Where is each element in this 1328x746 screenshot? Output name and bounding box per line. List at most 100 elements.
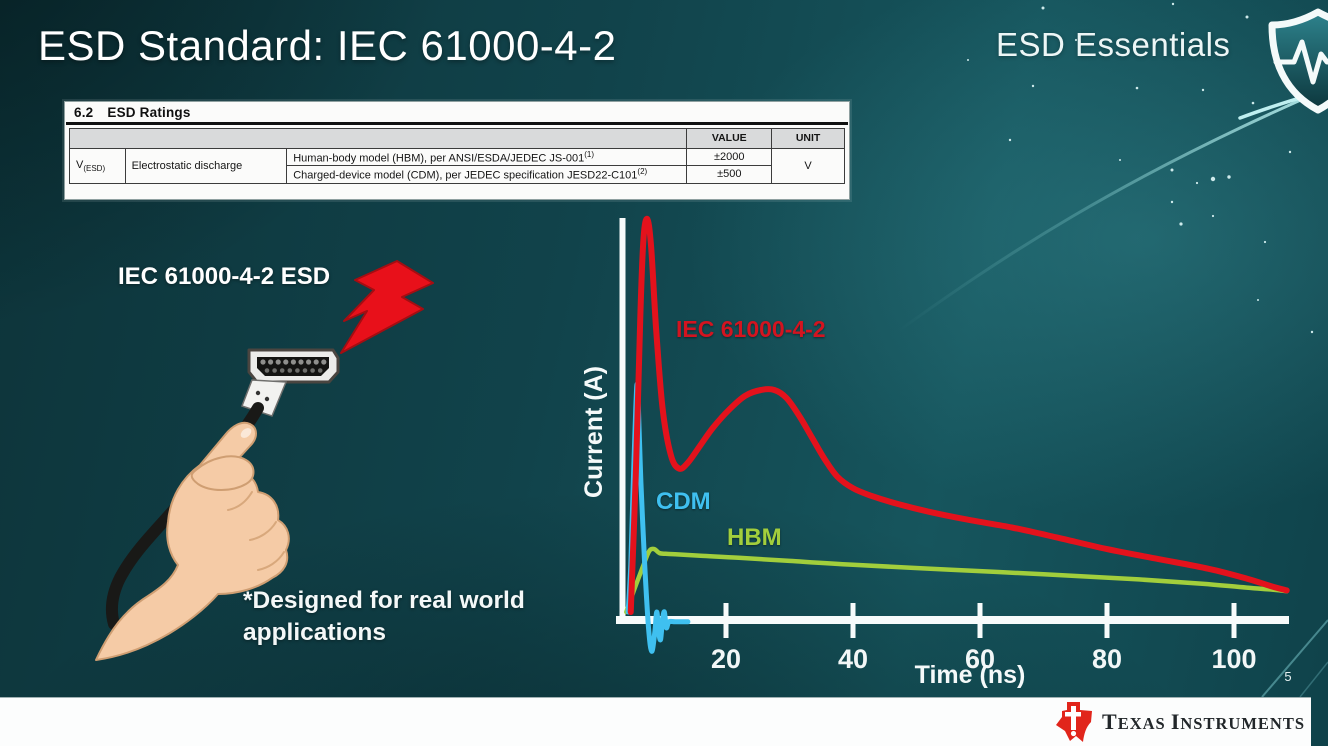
header-blank-cell: [68, 127, 688, 149]
star-dot: [1171, 2, 1175, 6]
pin: [287, 368, 293, 373]
x-tick: [1231, 603, 1237, 638]
pin: [279, 368, 285, 373]
x-tick-label: 40: [838, 644, 868, 674]
note-line-2: applications: [243, 618, 386, 646]
heading-rule: [66, 122, 848, 125]
footer-logo-wordmark: TEXAS INSTRUMENTS: [1102, 709, 1305, 734]
cdm-desc-cell: Charged-device model (CDM), per JEDEC sp…: [286, 165, 688, 184]
star-dot: [1008, 138, 1012, 142]
x-tick-label: 80: [1092, 644, 1122, 674]
star-field: [967, 2, 1314, 334]
y-axis-label: Current (A): [580, 366, 608, 498]
pulse-line-icon: [1273, 39, 1328, 85]
x-tick-label: 20: [711, 644, 741, 674]
x-tick: [1104, 603, 1110, 638]
designed-note: *Designed for real world applications: [243, 585, 525, 649]
connector-pins: [260, 359, 327, 373]
curve-hbm: [624, 546, 1289, 615]
header-value: VALUE: [686, 127, 773, 149]
hand-illustration: [95, 421, 290, 661]
star-dot: [1288, 150, 1292, 154]
x-axis-label: Time (ns): [914, 661, 1026, 689]
x-tick-label: 60: [965, 644, 995, 674]
pin: [295, 368, 300, 373]
star-dot: [1195, 181, 1199, 185]
table-header-row: VALUE UNIT: [68, 127, 845, 149]
cdm-value-cell: ±500: [686, 165, 773, 184]
star-dot: [1170, 200, 1174, 204]
star-dot: [1257, 299, 1259, 301]
star-dot: [1135, 86, 1139, 90]
series-label-hbm: HBM: [727, 524, 782, 551]
waveform-chart: 20 40 60 80 100: [616, 215, 1290, 674]
x-tick: [850, 603, 856, 638]
series-label-iec: IEC 61000-4-2: [676, 316, 826, 342]
pin: [290, 359, 296, 365]
corner-streaks: [1261, 619, 1328, 698]
star-dot: [1179, 222, 1183, 226]
star-dot: [1170, 168, 1174, 172]
star-dot: [1201, 88, 1205, 92]
x-tick: [977, 603, 983, 638]
pin: [302, 368, 308, 373]
symbol-cell: V(ESD): [69, 147, 126, 184]
star-dot: [1227, 175, 1231, 179]
pin: [275, 359, 281, 365]
star-dot: [1251, 101, 1255, 105]
pin: [272, 368, 277, 373]
hdmi-connector-illustration: [241, 348, 340, 417]
unit-cell: V: [771, 147, 845, 184]
x-tick-label: 100: [1211, 644, 1256, 674]
page-number: 5: [1284, 669, 1292, 684]
comet-streak: [896, 86, 1328, 334]
curve-iec-61000-4-2: [627, 215, 1290, 615]
star-dot: [1074, 38, 1078, 42]
table-section-heading: 6.2 ESD Ratings: [65, 102, 849, 122]
star-dot: [1119, 159, 1121, 161]
brand-series-title: ESD Essentials: [996, 26, 1231, 63]
illustration-label: IEC 61000-4-2 ESD: [118, 263, 331, 290]
pin: [283, 359, 289, 365]
esd-illustration: [95, 260, 434, 661]
shield-icon: [1268, 8, 1328, 114]
pin: [313, 359, 319, 365]
page-title: ESD Standard: IEC 61000-4-2: [38, 22, 617, 69]
chart-curves: [624, 215, 1290, 654]
pin: [306, 359, 312, 365]
table-row: Charged-device model (CDM), per JEDEC sp…: [70, 165, 845, 184]
x-axis-line: [616, 616, 1289, 624]
pin: [310, 368, 315, 373]
star-dot: [1041, 6, 1045, 10]
pin: [268, 359, 274, 365]
x-axis-ticks: 20 40 60 80 100: [711, 603, 1257, 674]
section-number: 6.2: [74, 105, 94, 120]
pin: [321, 359, 327, 365]
footer-logo: TEXAS INSTRUMENTS: [1055, 698, 1305, 746]
star-dot: [1211, 214, 1215, 218]
x-tick: [723, 603, 729, 638]
star-dot: [1310, 330, 1314, 334]
pin: [260, 359, 266, 365]
section-title: ESD Ratings: [107, 105, 191, 120]
lightning-bolt-icon: [340, 260, 434, 354]
pin: [298, 359, 304, 365]
hbm-desc-cell: Human-body model (HBM), per ANSI/ESDA/JE…: [286, 147, 688, 167]
star-dot: [1210, 176, 1216, 182]
footer-bar: [0, 698, 1311, 746]
y-axis-line: [619, 218, 626, 621]
pin: [264, 368, 270, 373]
series-label-cdm: CDM: [656, 488, 711, 515]
esd-ratings-table: VALUE UNIT V(ESD) Electrostatic discharg…: [68, 127, 845, 184]
hbm-value-cell: ±2000: [686, 147, 773, 167]
ti-logo-icon: [1056, 702, 1092, 742]
star-dot: [967, 59, 969, 61]
star-dot: [1245, 15, 1249, 19]
connector-neck: [241, 379, 288, 417]
pin: [317, 368, 323, 373]
row-label-cell: Electrostatic discharge: [124, 147, 288, 184]
table-row: V(ESD) Electrostatic discharge Human-bod…: [69, 147, 845, 184]
header-unit: UNIT: [771, 127, 845, 149]
